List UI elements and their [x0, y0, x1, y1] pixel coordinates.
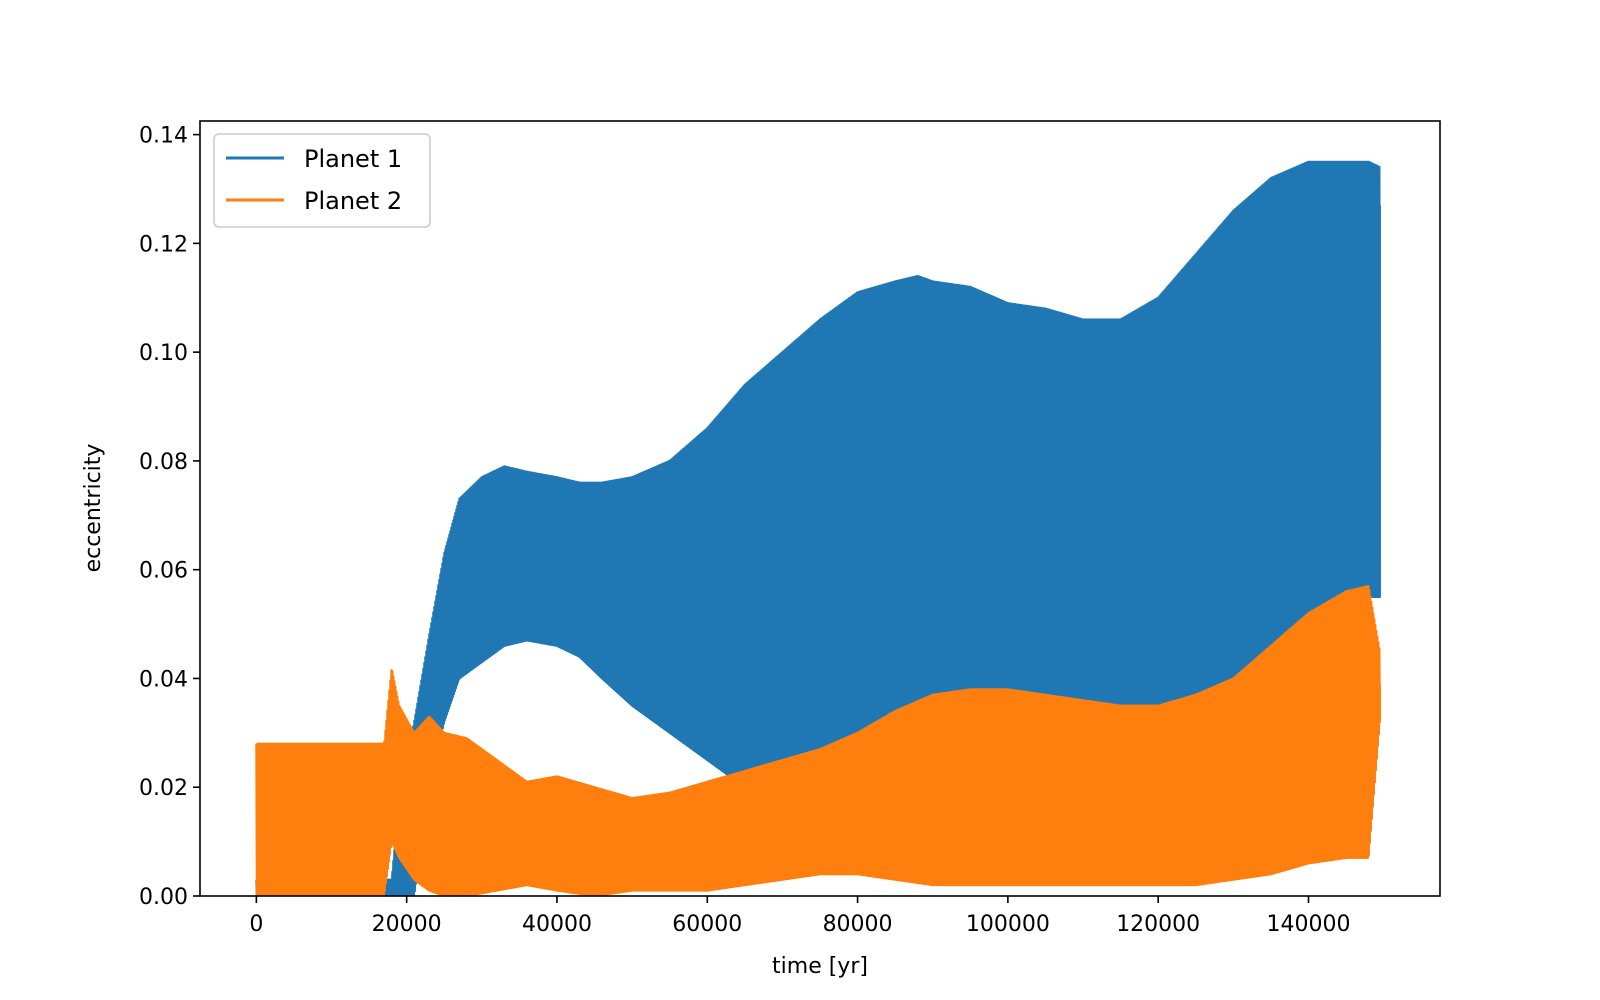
y-tick-label: 0.10	[139, 341, 188, 366]
legend-label-planet-1: Planet 1	[304, 145, 402, 173]
y-tick-label: 0.12	[139, 232, 188, 257]
y-tick-label: 0.06	[139, 559, 188, 584]
x-tick-label: 140000	[1266, 912, 1350, 937]
x-tick-label: 80000	[823, 912, 893, 937]
y-axis-ticks: 0.00 0.02 0.04 0.06 0.08 0.10 0.12 0.14	[139, 124, 200, 910]
y-tick-label: 0.08	[139, 450, 188, 475]
series-line-1	[255, 160, 1381, 896]
x-tick-label: 40000	[522, 912, 592, 937]
y-axis-label: eccentricity	[81, 444, 106, 573]
x-axis-ticks: 0 20000 40000 60000 80000 100000 120000 140000	[249, 896, 1350, 937]
y-tick-label: 0.00	[139, 885, 188, 910]
y-tick-label: 0.14	[139, 124, 188, 149]
y-tick-label: 0.04	[139, 667, 188, 692]
x-tick-label: 120000	[1116, 912, 1200, 937]
series-layer	[255, 160, 1381, 896]
x-tick-label: 100000	[966, 912, 1050, 937]
legend-label-planet-2: Planet 2	[304, 187, 402, 215]
x-axis-label: time [yr]	[772, 954, 868, 979]
x-tick-label: 60000	[672, 912, 742, 937]
series-line-2	[255, 584, 1381, 896]
y-tick-label: 0.02	[139, 776, 188, 801]
legend: Planet 1 Planet 2	[213, 133, 431, 228]
x-tick-label: 0	[249, 912, 263, 937]
plot-area-frame	[199, 120, 1441, 897]
x-tick-label: 20000	[372, 912, 442, 937]
